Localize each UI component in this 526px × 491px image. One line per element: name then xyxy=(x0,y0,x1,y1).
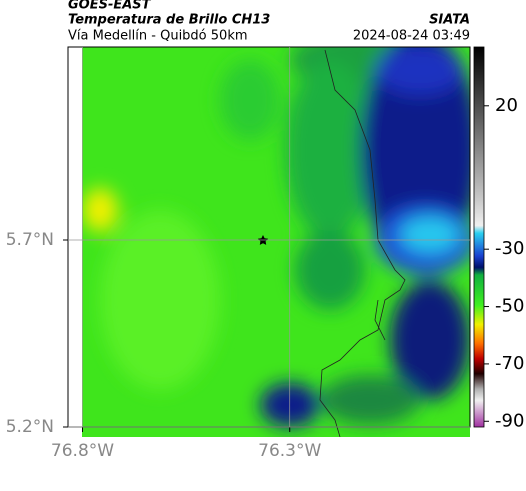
colorbar-tick-label: 20 xyxy=(495,95,518,116)
satellite: GOES-EAST xyxy=(68,0,152,13)
x-tick-label: 76.3°W xyxy=(258,441,321,461)
colorbar-tick-label: -50 xyxy=(495,296,524,317)
subtitle: Vía Medellín - Quibdó 50km xyxy=(68,29,248,44)
colorbar-tick-label: -70 xyxy=(495,353,524,374)
source: SIATA xyxy=(429,13,470,28)
colorbar xyxy=(473,46,485,428)
colorbar-tick-label: -90 xyxy=(495,410,524,431)
colorbar-tick-label: -30 xyxy=(495,238,524,259)
y-tick-label: 5.7°N xyxy=(6,230,54,250)
brightness-image xyxy=(82,47,470,437)
x-tick-label: 76.8°W xyxy=(51,441,114,461)
timestamp: 2024-08-24 03:49 xyxy=(353,29,470,44)
title: Temperatura de Brillo CH13 xyxy=(68,13,270,28)
y-tick-label: 5.2°N xyxy=(6,417,54,437)
